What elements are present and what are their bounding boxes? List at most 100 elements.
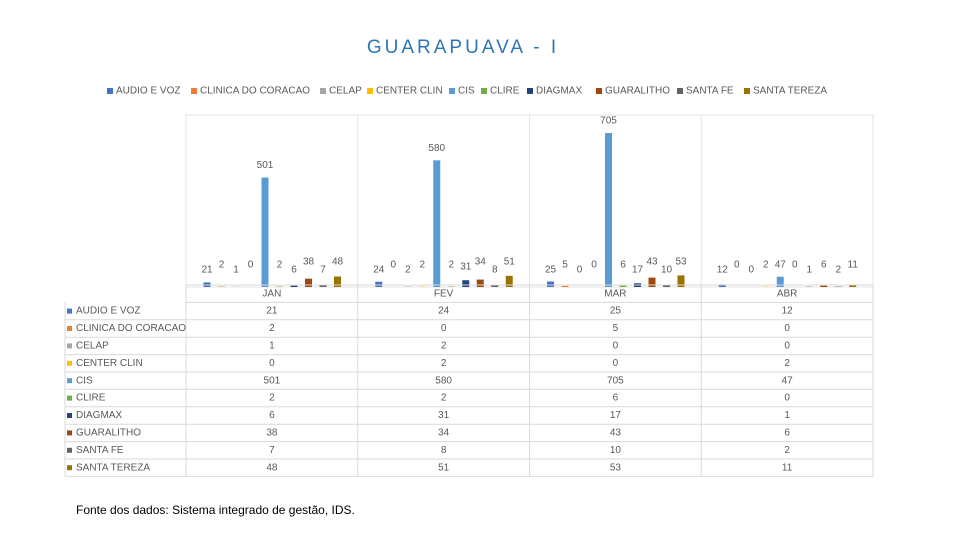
bar	[491, 285, 499, 287]
data-label: 48	[332, 257, 344, 268]
data-label: 47	[775, 259, 787, 270]
data-label: 2	[763, 260, 769, 271]
table-cell: 1	[784, 410, 790, 421]
legend-label: DIAGMAX	[536, 86, 582, 97]
legend-label: CENTER CLIN	[376, 86, 443, 97]
table-cell: 5	[613, 323, 619, 334]
data-label: 10	[661, 265, 673, 276]
bar	[677, 275, 685, 287]
data-label: 12	[717, 265, 729, 276]
bar	[820, 285, 828, 287]
data-label: 34	[475, 257, 487, 268]
table-cell: 51	[438, 462, 450, 473]
bar	[375, 281, 383, 287]
table-cell: 2	[441, 341, 447, 352]
table-cell: 53	[610, 462, 622, 473]
table-cell: 0	[784, 323, 790, 334]
data-label: 2	[219, 260, 225, 271]
bar	[605, 133, 612, 287]
row-header: CLIRE	[76, 393, 106, 404]
data-label: 51	[504, 257, 516, 268]
table-cell: 705	[607, 375, 624, 386]
data-label: 2	[835, 265, 841, 276]
row-header: CELAP	[76, 341, 109, 352]
legend-label: SANTA TEREZA	[753, 86, 827, 97]
data-label: 501	[257, 160, 274, 171]
table-swatch	[67, 465, 72, 471]
data-label: 31	[460, 262, 472, 273]
table-swatch	[67, 308, 72, 314]
row-header: SANTA TEREZA	[76, 462, 150, 473]
row-header: CLINICA DO CORACAO	[76, 323, 186, 334]
data-label: 5	[562, 260, 568, 271]
legend-label: CLINICA DO CORACAO	[200, 86, 310, 97]
data-label: 11	[848, 260, 859, 271]
table-cell: 2	[269, 323, 275, 334]
legend-swatch	[367, 88, 373, 94]
data-label: 24	[373, 265, 385, 276]
table-cell: 48	[266, 462, 278, 473]
data-label: 38	[303, 257, 315, 268]
data-label: 0	[390, 260, 396, 271]
table-cell: 21	[266, 306, 278, 317]
table-swatch	[67, 447, 72, 453]
table-cell: 2	[441, 393, 447, 404]
table-cell: 2	[441, 358, 447, 369]
table-cell: 0	[784, 393, 790, 404]
table-cell: 34	[438, 428, 450, 439]
data-label: 43	[646, 257, 658, 268]
bar	[619, 285, 627, 287]
legend-swatch	[320, 88, 326, 94]
bar	[334, 276, 341, 287]
row-header: AUDIO E VOZ	[76, 306, 140, 317]
bar	[476, 279, 484, 287]
data-label: 0	[248, 260, 254, 271]
table-cell: 6	[269, 410, 275, 421]
table-swatch	[67, 343, 72, 349]
table-cell: 31	[438, 410, 450, 421]
table-cell: 2	[784, 358, 790, 369]
table-cell: 2	[784, 445, 790, 456]
legend-swatch	[191, 88, 197, 94]
bar	[849, 284, 857, 287]
table-cell: 43	[610, 428, 622, 439]
data-label: 1	[233, 265, 239, 276]
bar	[718, 284, 726, 287]
legend-label: GUARALITHO	[605, 86, 670, 97]
data-label: 6	[620, 260, 626, 271]
x-tick-label: JAN	[262, 288, 281, 299]
row-header: CIS	[76, 375, 93, 386]
legend-swatch	[481, 88, 487, 94]
table-cell: 0	[441, 323, 447, 334]
legend-label: CLIRE	[490, 86, 520, 97]
data-label: 21	[201, 265, 213, 276]
table-cell: 6	[784, 428, 790, 439]
data-label: 0	[577, 265, 583, 276]
table-swatch	[67, 395, 72, 401]
table-swatch	[67, 326, 72, 331]
legend-label: AUDIO E VOZ	[116, 86, 180, 97]
bar	[648, 277, 656, 287]
data-label: 25	[545, 265, 557, 276]
data-label: 53	[675, 257, 687, 268]
bar	[547, 281, 554, 287]
data-label: 580	[428, 143, 445, 154]
table-swatch	[67, 360, 72, 366]
legend-swatch	[744, 88, 750, 94]
table-cell: 580	[435, 375, 452, 386]
bar	[776, 276, 784, 287]
data-label: 2	[405, 265, 411, 276]
legend-swatch	[596, 88, 602, 94]
bar	[290, 285, 298, 287]
bar	[663, 284, 670, 287]
data-label: 8	[492, 265, 498, 276]
bar	[433, 160, 441, 287]
table-cell: 8	[441, 445, 447, 456]
legend-swatch	[107, 88, 113, 94]
data-label: 6	[291, 265, 297, 276]
bar	[505, 275, 513, 287]
table-cell: 11	[782, 462, 793, 473]
data-label: 0	[591, 260, 597, 271]
table-swatch	[67, 413, 72, 418]
